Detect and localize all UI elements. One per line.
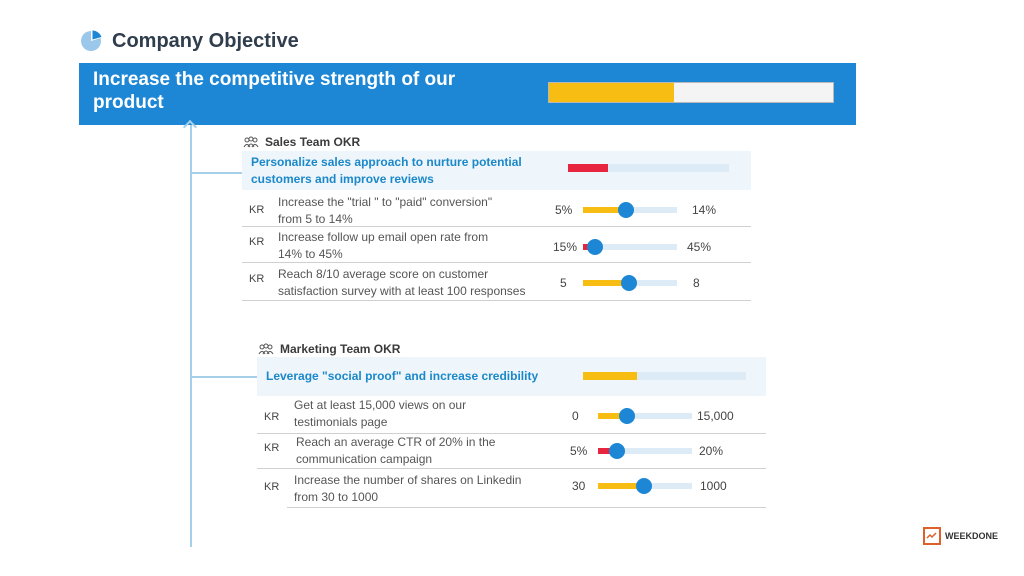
kr-start-value: 5 — [560, 276, 567, 290]
kr-slider[interactable] — [583, 239, 677, 255]
kr-slider[interactable] — [598, 478, 692, 494]
tree-connector — [190, 125, 192, 547]
kr-slider[interactable] — [598, 443, 692, 459]
team-icon — [243, 136, 259, 148]
page-title: Company Objective — [112, 29, 299, 52]
kr-start-value: 15% — [553, 240, 578, 254]
okr-title: Personalize sales approach to nurture po… — [251, 155, 522, 186]
kr-text: Increase the number of shares on Linkedi… — [294, 473, 522, 504]
kr-end-value: 14% — [692, 203, 717, 217]
okr-progress-fill — [583, 372, 637, 380]
okr-row[interactable]: Leverage "social proof" and increase cre… — [257, 357, 766, 396]
branch-connector — [191, 172, 243, 174]
kr-tag: KR — [249, 236, 265, 248]
team-label-text: Sales Team OKR — [265, 135, 361, 149]
kr-slider-fill — [583, 280, 630, 286]
kr-end-value: 8 — [693, 276, 700, 290]
brand-logo: WEEKDONE — [923, 527, 998, 545]
kr-start-value: 0 — [572, 409, 579, 423]
kr-end-value: 45% — [687, 240, 712, 254]
branch-connector — [191, 376, 257, 378]
kr-slider-fill — [598, 483, 645, 489]
kr-end-value: 15,000 — [697, 409, 734, 423]
page-header: Company Objective — [80, 28, 299, 54]
kr-row[interactable]: KR Get at least 15,000 views on our test… — [257, 397, 766, 434]
kr-slider-fill — [598, 413, 628, 419]
kr-row[interactable]: KR Increase the number of shares on Link… — [264, 469, 766, 508]
kr-slider-handle[interactable] — [618, 202, 635, 218]
kr-tag: KR — [249, 273, 265, 285]
okr-progress-bar — [568, 164, 729, 172]
objective-progress-fill — [549, 83, 674, 102]
team-label-sales: Sales Team OKR — [243, 135, 360, 149]
kr-text: Increase the "trial " to "paid" conversi… — [278, 195, 493, 226]
okr-progress-bar — [583, 372, 746, 380]
kr-tag: KR — [264, 481, 280, 493]
kr-tag: KR — [249, 204, 265, 216]
objective-banner[interactable]: Increase the competitive strength of our… — [79, 63, 856, 125]
kr-start-value: 5% — [555, 203, 573, 217]
kr-tag: KR — [264, 442, 280, 454]
kr-slider-handle[interactable] — [619, 408, 636, 424]
kr-start-value: 5% — [570, 444, 588, 458]
objective-progress-bar — [548, 82, 834, 103]
team-label-text: Marketing Team OKR — [280, 342, 401, 356]
team-label-marketing: Marketing Team OKR — [258, 342, 400, 356]
weekdone-logo-icon — [923, 527, 941, 545]
kr-text: Get at least 15,000 views on our testimo… — [294, 398, 467, 429]
okr-progress-fill — [568, 164, 609, 172]
kr-slider-fill — [583, 207, 627, 213]
kr-row[interactable]: KR Reach 8/10 average score on customer … — [242, 263, 751, 301]
kr-slider[interactable] — [583, 275, 677, 291]
kr-slider-handle[interactable] — [636, 478, 653, 494]
kr-tag: KR — [264, 411, 280, 423]
kr-slider-fill — [598, 448, 617, 454]
objective-title: Increase the competitive strength of our… — [93, 69, 456, 113]
kr-end-value: 20% — [699, 444, 724, 458]
pie-chart-icon — [81, 30, 102, 51]
team-icon — [258, 343, 274, 355]
kr-text: Increase follow up email open rate from … — [278, 230, 489, 261]
kr-row[interactable]: KR Increase the "trial " to "paid" conve… — [242, 191, 751, 227]
kr-slider-handle[interactable] — [621, 275, 638, 291]
kr-row[interactable]: KR Increase follow up email open rate fr… — [242, 227, 751, 263]
kr-row[interactable]: KR Reach an average CTR of 20% in the co… — [257, 434, 766, 469]
okr-title: Leverage "social proof" and increase cre… — [266, 369, 539, 383]
kr-slider-handle[interactable] — [587, 239, 604, 255]
kr-slider[interactable] — [583, 202, 677, 218]
okr-row[interactable]: Personalize sales approach to nurture po… — [242, 151, 751, 190]
kr-text: Reach 8/10 average score on customer sat… — [278, 267, 526, 298]
kr-slider[interactable] — [598, 408, 692, 424]
kr-slider-handle[interactable] — [608, 443, 625, 459]
kr-text: Reach an average CTR of 20% in the commu… — [296, 435, 496, 466]
kr-start-value: 30 — [572, 479, 586, 493]
brand-name: WEEKDONE — [945, 531, 999, 541]
kr-end-value: 1000 — [700, 479, 727, 493]
